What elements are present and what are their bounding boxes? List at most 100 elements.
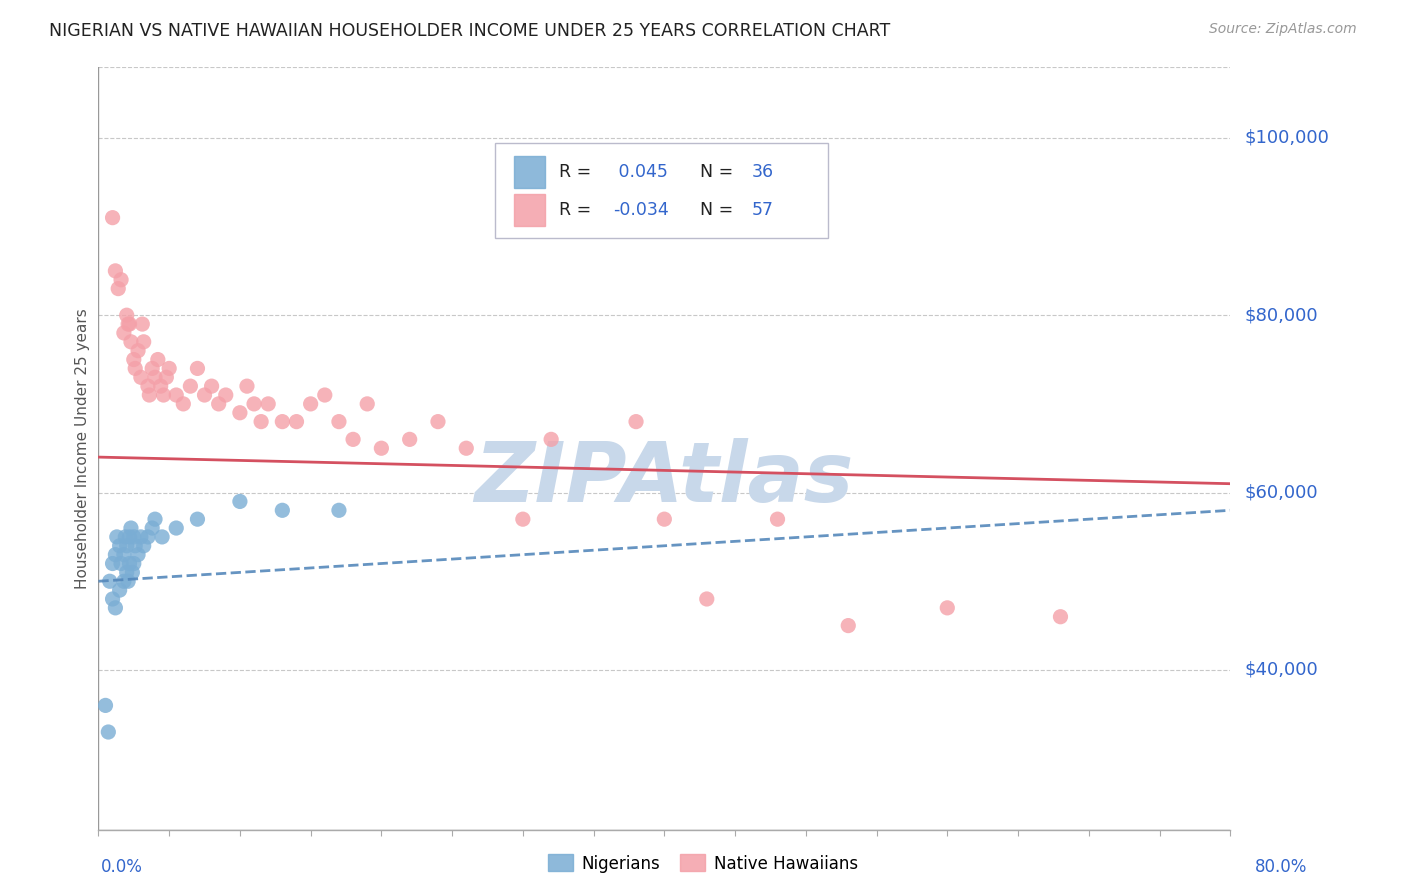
- Point: [131, 317, 153, 331]
- Point: [94, 698, 117, 713]
- Point: [152, 388, 174, 402]
- Point: [215, 388, 238, 402]
- Point: [837, 618, 859, 632]
- Point: [110, 273, 132, 287]
- Point: [141, 361, 163, 376]
- Point: [121, 566, 143, 580]
- Text: N =: N =: [689, 163, 740, 181]
- Point: [342, 433, 364, 447]
- Bar: [513, 156, 546, 188]
- Text: $40,000: $40,000: [1244, 661, 1317, 679]
- Point: [104, 264, 127, 278]
- Point: [115, 566, 138, 580]
- Point: [155, 370, 177, 384]
- Point: [97, 725, 120, 739]
- Point: [141, 521, 163, 535]
- Point: [129, 530, 152, 544]
- Point: [186, 512, 208, 526]
- Point: [193, 388, 215, 402]
- Text: 0.0%: 0.0%: [101, 858, 143, 876]
- Point: [101, 557, 124, 571]
- Point: [149, 379, 172, 393]
- Text: ZIPAtlas: ZIPAtlas: [475, 438, 853, 519]
- Point: [122, 352, 145, 367]
- Point: [118, 530, 141, 544]
- Point: [150, 530, 173, 544]
- Point: [201, 379, 224, 393]
- Point: [165, 521, 187, 535]
- Point: [766, 512, 789, 526]
- Point: [124, 361, 146, 376]
- Point: [105, 530, 128, 544]
- Point: [652, 512, 676, 526]
- Point: [208, 397, 231, 411]
- Point: [124, 539, 146, 553]
- Point: [328, 503, 350, 517]
- Legend: Nigerians, Native Hawaiians: Nigerians, Native Hawaiians: [541, 847, 865, 880]
- Point: [299, 397, 322, 411]
- Point: [120, 334, 142, 349]
- Point: [936, 600, 959, 615]
- Point: [314, 388, 336, 402]
- Point: [179, 379, 201, 393]
- Text: 0.045: 0.045: [613, 163, 668, 181]
- Point: [165, 388, 187, 402]
- Point: [104, 548, 127, 562]
- Point: [101, 211, 124, 225]
- Point: [328, 415, 350, 429]
- Point: [136, 530, 159, 544]
- Point: [370, 442, 392, 455]
- Y-axis label: Householder Income Under 25 years: Householder Income Under 25 years: [75, 308, 90, 589]
- Point: [143, 512, 166, 526]
- Point: [122, 557, 145, 571]
- Point: [132, 334, 155, 349]
- FancyBboxPatch shape: [495, 143, 828, 238]
- Point: [112, 574, 135, 589]
- Point: [257, 397, 280, 411]
- Point: [186, 361, 208, 376]
- Point: [236, 379, 259, 393]
- Point: [157, 361, 180, 376]
- Text: $80,000: $80,000: [1244, 306, 1317, 324]
- Point: [172, 397, 194, 411]
- Point: [114, 530, 136, 544]
- Point: [107, 282, 129, 296]
- Point: [110, 557, 132, 571]
- Point: [427, 415, 450, 429]
- Point: [136, 379, 159, 393]
- Point: [243, 397, 266, 411]
- Point: [229, 406, 252, 420]
- Point: [271, 415, 294, 429]
- Point: [250, 415, 273, 429]
- Point: [285, 415, 308, 429]
- Point: [108, 539, 131, 553]
- Point: [456, 442, 478, 455]
- Point: [117, 317, 139, 331]
- Point: [356, 397, 378, 411]
- Point: [108, 583, 131, 598]
- Point: [101, 592, 124, 607]
- Point: [1049, 609, 1071, 624]
- Bar: [513, 194, 546, 227]
- Point: [271, 503, 294, 517]
- Point: [132, 539, 155, 553]
- Point: [229, 494, 252, 508]
- Text: 80.0%: 80.0%: [1256, 858, 1308, 876]
- Point: [98, 574, 121, 589]
- Point: [112, 326, 135, 340]
- Point: [696, 592, 718, 607]
- Point: [122, 530, 145, 544]
- Point: [118, 557, 141, 571]
- Point: [112, 548, 135, 562]
- Text: 36: 36: [751, 163, 773, 181]
- Text: $100,000: $100,000: [1244, 128, 1329, 147]
- Point: [624, 415, 647, 429]
- Point: [115, 539, 138, 553]
- Point: [143, 370, 166, 384]
- Point: [146, 352, 169, 367]
- Point: [118, 317, 141, 331]
- Text: R =: R =: [560, 202, 596, 219]
- Text: 57: 57: [751, 202, 773, 219]
- Point: [398, 433, 420, 447]
- Point: [104, 600, 127, 615]
